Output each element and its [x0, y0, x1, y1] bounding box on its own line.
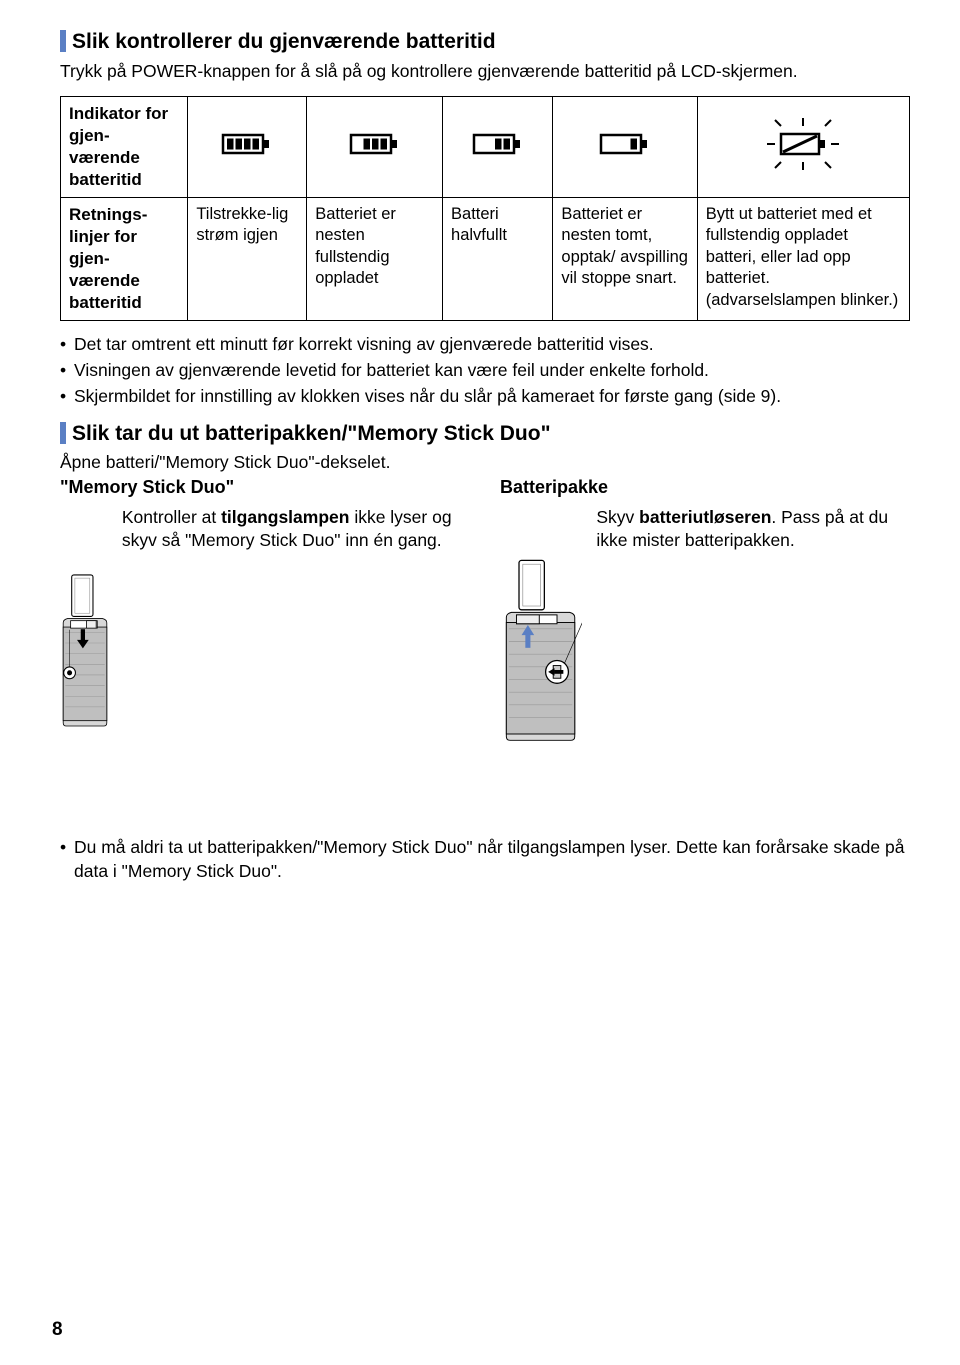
battery-icon-low [553, 96, 697, 197]
text-pre: Skyv [596, 507, 639, 527]
section2-intro: Åpne batteri/"Memory Stick Duo"-dekselet… [60, 452, 910, 473]
text-pre: Kontroller at [122, 507, 221, 527]
section1-heading: Slik kontrollerer du gjenværende batteri… [60, 30, 910, 54]
bullet-item: Det tar omtrent ett minutt før korrekt v… [60, 333, 910, 357]
battery-pack-column: Batteripakke [500, 477, 910, 796]
table-row1-label: Indikator for gjen-værende batteritid [61, 96, 188, 197]
text-bold: batteriutløseren [639, 507, 771, 527]
memory-stick-instruction: Kontroller at tilgangslampen ikke lyser … [122, 506, 470, 552]
table-guideline-3: Batteriet er nesten tomt, opptak/ avspil… [553, 198, 697, 321]
text-bold: tilgangslampen [221, 507, 349, 527]
table-guideline-1: Batteriet er nesten fullstendig oppladet [307, 198, 443, 321]
bullet-item: Du må aldri ta ut batteripakken/"Memory … [60, 836, 910, 883]
heading-accent-bar [60, 422, 66, 444]
page-number: 8 [52, 1319, 63, 1341]
section2-bullets: Du må aldri ta ut batteripakken/"Memory … [60, 836, 910, 883]
table-guideline-0: Tilstrekke-lig strøm igjen [188, 198, 307, 321]
section1-intro: Trykk på POWER-knappen for å slå på og k… [60, 60, 910, 84]
table-guideline-4: Bytt ut batteriet med et fullstendig opp… [697, 198, 909, 321]
battery-icon-empty-blinking [697, 96, 909, 197]
bullet-item: Skjermbildet for innstilling av klokken … [60, 385, 910, 409]
removal-instructions-row: "Memory Stick Duo" [60, 477, 910, 796]
battery-indicator-table: Indikator for gjen-værende batteritid [60, 96, 910, 322]
battery-icon-full [188, 96, 307, 197]
battery-pack-instruction: Skyv batteriutløseren. Pass på at du ikk… [596, 506, 910, 552]
battery-pack-title: Batteripakke [500, 477, 910, 498]
section2-heading-text: Slik tar du ut batteripakken/"Memory Sti… [72, 422, 551, 446]
section1-bullets: Det tar omtrent ett minutt før korrekt v… [60, 333, 910, 408]
section1-heading-text: Slik kontrollerer du gjenværende batteri… [72, 30, 496, 54]
memory-stick-illustration [60, 506, 108, 796]
memory-stick-title: "Memory Stick Duo" [60, 477, 470, 498]
battery-icon-three-quarter [307, 96, 443, 197]
memory-stick-column: "Memory Stick Duo" [60, 477, 470, 796]
table-row2-label: Retnings-linjer for gjen-værende batteri… [61, 198, 188, 321]
battery-icon-half [443, 96, 553, 197]
battery-pack-illustration [500, 506, 582, 796]
table-guideline-2: Batteri halvfullt [443, 198, 553, 321]
heading-accent-bar [60, 30, 66, 52]
bullet-item: Visningen av gjenværende levetid for bat… [60, 359, 910, 383]
section2-heading: Slik tar du ut batteripakken/"Memory Sti… [60, 422, 910, 446]
